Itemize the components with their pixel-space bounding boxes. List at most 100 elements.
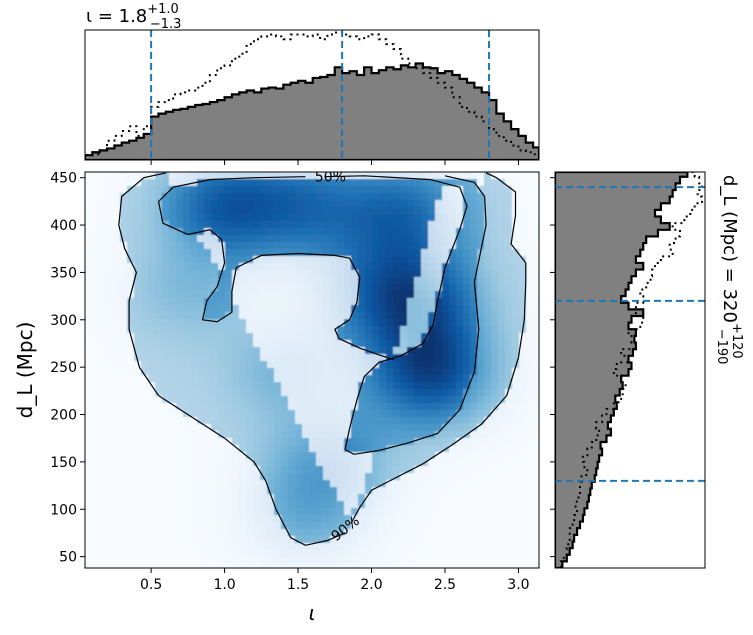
- heatmap-cell: [414, 333, 422, 341]
- heatmap-cell: [246, 529, 254, 537]
- heatmap-cell: [344, 186, 352, 194]
- heatmap-cell: [526, 389, 534, 397]
- heatmap-cell: [470, 396, 478, 404]
- heatmap-cell: [526, 270, 534, 278]
- heatmap-cell: [386, 368, 394, 376]
- heatmap-cell: [372, 368, 380, 376]
- heatmap-cell: [260, 396, 268, 404]
- heatmap-cell: [337, 557, 345, 565]
- heatmap-cell: [232, 557, 240, 565]
- heatmap-cell: [358, 228, 366, 236]
- heatmap-cell: [239, 424, 247, 432]
- heatmap-cell: [400, 501, 408, 509]
- heatmap-cell: [176, 193, 184, 201]
- heatmap-cell: [379, 228, 387, 236]
- heatmap-cell: [330, 193, 338, 201]
- heatmap-cell: [533, 354, 539, 362]
- heatmap-cell: [428, 242, 436, 250]
- heatmap-cell: [274, 249, 282, 257]
- heatmap-cell: [491, 186, 499, 194]
- heatmap-cell: [477, 375, 485, 383]
- heatmap-cell: [491, 256, 499, 264]
- heatmap-cell: [533, 242, 539, 250]
- heatmap-cell: [393, 536, 401, 544]
- heatmap-cell: [526, 256, 534, 264]
- heatmap-cell: [505, 508, 513, 516]
- heatmap-cell: [463, 193, 471, 201]
- heatmap-cell: [407, 480, 415, 488]
- heatmap-cell: [288, 417, 296, 425]
- heatmap-cell: [246, 214, 254, 222]
- heatmap-cell: [288, 431, 296, 439]
- heatmap-cell: [211, 389, 219, 397]
- heatmap-cell: [211, 186, 219, 194]
- heatmap-cell: [428, 424, 436, 432]
- heatmap-cell: [162, 326, 170, 334]
- heatmap-cell: [358, 270, 366, 278]
- y-tick-label: 250: [50, 360, 77, 376]
- heatmap-cell: [169, 368, 177, 376]
- heatmap-cell: [232, 424, 240, 432]
- heatmap-cell: [351, 221, 359, 229]
- heatmap-cell: [365, 480, 373, 488]
- heatmap-cell: [176, 382, 184, 390]
- heatmap-cell: [288, 221, 296, 229]
- heatmap-cell: [365, 557, 373, 565]
- heatmap-cell: [463, 305, 471, 313]
- heatmap-cell: [127, 473, 135, 481]
- heatmap-cell: [484, 396, 492, 404]
- heatmap-cell: [400, 431, 408, 439]
- heatmap-cell: [428, 333, 436, 341]
- heatmap-cell: [183, 291, 191, 299]
- heatmap-cell: [309, 291, 317, 299]
- heatmap-cell: [211, 494, 219, 502]
- heatmap-cell: [372, 417, 380, 425]
- heatmap-cell: [456, 403, 464, 411]
- heatmap-cell: [106, 312, 114, 320]
- heatmap-cell: [120, 438, 128, 446]
- heatmap-cell: [239, 536, 247, 544]
- heatmap-cell: [197, 333, 205, 341]
- heatmap-cell: [85, 550, 93, 558]
- heatmap-cell: [295, 172, 303, 180]
- heatmap-cell: [484, 305, 492, 313]
- heatmap-cell: [288, 480, 296, 488]
- heatmap-cell: [519, 172, 527, 180]
- heatmap-cell: [99, 410, 107, 418]
- heatmap-cell: [218, 466, 226, 474]
- heatmap-cell: [449, 291, 457, 299]
- heatmap-cell: [421, 221, 429, 229]
- heatmap-cell: [120, 536, 128, 544]
- heatmap-cell: [414, 340, 422, 348]
- heatmap-cell: [281, 270, 289, 278]
- heatmap-cell: [253, 536, 261, 544]
- heatmap-cell: [456, 368, 464, 376]
- heatmap-cell: [197, 277, 205, 285]
- heatmap-cell: [309, 312, 317, 320]
- heatmap-cell: [176, 417, 184, 425]
- heatmap-cell: [533, 557, 539, 565]
- heatmap-cell: [267, 242, 275, 250]
- heatmap-cell: [372, 270, 380, 278]
- heatmap-cell: [295, 193, 303, 201]
- heatmap-cell: [85, 459, 93, 467]
- heatmap-cell: [519, 564, 527, 568]
- heatmap-cell: [302, 284, 310, 292]
- heatmap-cell: [106, 452, 114, 460]
- heatmap-cell: [127, 340, 135, 348]
- heatmap-cell: [148, 431, 156, 439]
- heatmap-cell: [260, 501, 268, 509]
- heatmap-cell: [155, 277, 163, 285]
- heatmap-cell: [309, 200, 317, 208]
- heatmap-cell: [155, 508, 163, 516]
- heatmap-cell: [85, 186, 93, 194]
- heatmap-cell: [218, 445, 226, 453]
- heatmap-cell: [400, 235, 408, 243]
- heatmap-cell: [407, 242, 415, 250]
- heatmap-cell: [295, 452, 303, 460]
- heatmap-cell: [113, 193, 121, 201]
- heatmap-cell: [169, 529, 177, 537]
- heatmap-cell: [309, 382, 317, 390]
- heatmap-cell: [330, 305, 338, 313]
